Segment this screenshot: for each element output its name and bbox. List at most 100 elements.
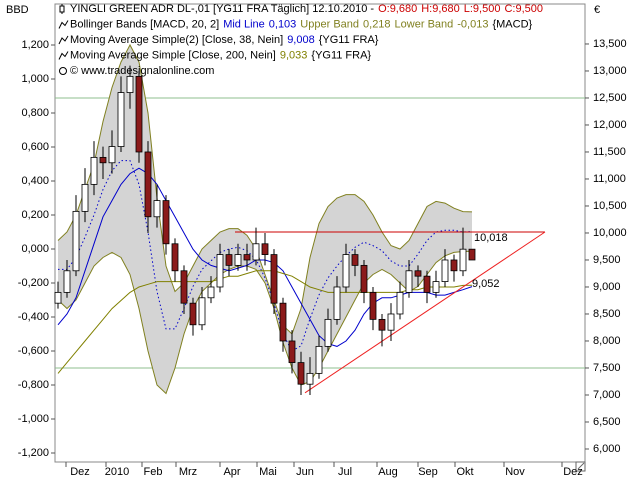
candle-body <box>333 286 341 320</box>
candle-body <box>405 270 413 293</box>
legend-item: O:9,680 <box>378 3 417 15</box>
legend-icon <box>58 51 69 60</box>
candle-body <box>468 248 476 261</box>
y2-tick-label: 10,500 <box>593 200 627 212</box>
legend-item: {MACD} <box>492 18 532 30</box>
copyright: © www.tradesignalonline.com <box>70 65 214 77</box>
legend-item: Bollinger Bands [MACD, 20, 2] <box>70 18 219 30</box>
y2-tick-label: 9,500 <box>593 254 621 266</box>
candle-body <box>297 362 305 385</box>
x-tick-label: Okt <box>456 466 473 478</box>
legend-item: Upper Band <box>300 18 359 30</box>
candle-body <box>369 291 377 320</box>
candle-body <box>252 243 260 261</box>
y-tick-label: 1,000 <box>21 73 49 85</box>
candle-body <box>162 200 170 245</box>
legend-item: C:9,500 <box>504 3 543 15</box>
y2-axis-label: € <box>594 4 600 16</box>
candle-body <box>243 254 251 261</box>
y2-tick-label: 12,000 <box>593 119 627 131</box>
y-axis-label: BBD <box>6 4 29 16</box>
x-tick-label: Mai <box>259 466 277 478</box>
candle-body <box>423 275 431 293</box>
candle-body <box>216 254 224 288</box>
candle-body <box>99 156 107 164</box>
candle-body <box>432 281 440 293</box>
candle-body <box>261 243 269 255</box>
y2-tick-label: 13,000 <box>593 65 627 77</box>
resistance-label: 10,018 <box>474 232 508 244</box>
candle-body <box>171 243 179 272</box>
indicator-line <box>57 43 473 335</box>
legend-line: Bollinger Bands [MACD, 20, 2] Mid Line 0,1… <box>70 18 533 30</box>
y2-tick-label: 8,500 <box>593 308 621 320</box>
legend-item: Moving Average Simple [Close, 200, Nein] <box>70 49 276 61</box>
candle-body <box>117 92 125 147</box>
y-tick-label: 0,600 <box>21 141 49 153</box>
x-tick-label: Sep <box>418 466 438 478</box>
candle-body <box>90 156 98 185</box>
y2-tick-label: 12,500 <box>593 92 627 104</box>
legend-item: Mid Line <box>223 18 265 30</box>
candle-body <box>72 210 80 272</box>
legend-icon <box>59 5 65 13</box>
candle-body <box>270 254 278 304</box>
candle-body <box>135 75 143 153</box>
candle-body <box>288 340 296 363</box>
indicator-line <box>57 270 473 374</box>
y-tick-label: 0,000 <box>21 243 49 255</box>
indicator-line <box>58 160 473 352</box>
trend-line <box>304 231 546 394</box>
candle-body <box>54 291 62 304</box>
y2-tick-label: 10,000 <box>593 227 627 239</box>
legend-item: Lower Band <box>395 18 454 30</box>
legend-line: Moving Average Simple(2) [Close, 38, Nei… <box>70 34 379 46</box>
y-tick-label: -0,800 <box>18 379 49 391</box>
trend-label: 9,052 <box>472 278 500 290</box>
candle-body <box>324 318 332 347</box>
y2-tick-label: 13,500 <box>593 38 627 50</box>
x-tick-label: Mrz <box>179 466 197 478</box>
candle-body <box>279 302 287 342</box>
candle-body <box>180 270 188 304</box>
candle-body <box>450 259 458 272</box>
legend-item: {YG11 FRA} <box>319 34 379 46</box>
x-tick-label: Nov <box>505 466 525 478</box>
y2-tick-label: 7,000 <box>593 389 621 401</box>
x-tick-label: Feb <box>144 466 163 478</box>
y-tick-label: -0,600 <box>18 345 49 357</box>
x-tick-label: Jun <box>296 466 314 478</box>
legend-item: H:9,680 <box>421 3 460 15</box>
legend-item: -0,013 <box>457 18 488 30</box>
candle-body <box>387 313 395 331</box>
legend-icon <box>59 67 67 75</box>
legend-icon <box>58 35 69 45</box>
candle-body <box>198 297 206 326</box>
y-tick-label: -1,000 <box>18 413 49 425</box>
y-tick-label: -0,200 <box>18 277 49 289</box>
x-tick-label: Dez <box>563 466 583 478</box>
y2-tick-label: 11,500 <box>593 146 626 158</box>
candle-body <box>81 183 89 212</box>
legend-item: 0,218 <box>363 18 391 30</box>
legend-item: 9,033 <box>280 49 308 61</box>
indicator-line <box>57 250 473 395</box>
candle-body <box>126 75 134 93</box>
legend-item: {YG11 FRA} <box>311 49 371 61</box>
legend-item: 0,103 <box>269 18 297 30</box>
band-fill <box>58 44 472 394</box>
y-tick-label: 0,800 <box>21 107 49 119</box>
candle-body <box>414 270 422 277</box>
corner-icon-line <box>577 462 585 470</box>
candle-body <box>396 291 404 315</box>
x-tick-label: Dez <box>70 466 90 478</box>
y2-tick-label: 9,000 <box>593 281 621 293</box>
legend-item: YINGLI GREEN ADR DL-,01 [YG11 FRA Täglic… <box>70 3 374 15</box>
y2-tick-label: 11,000 <box>593 173 626 185</box>
y2-tick-label: 6,000 <box>593 443 621 455</box>
candle-body <box>459 248 467 272</box>
candle-body <box>207 286 215 299</box>
candle-body <box>315 345 323 374</box>
